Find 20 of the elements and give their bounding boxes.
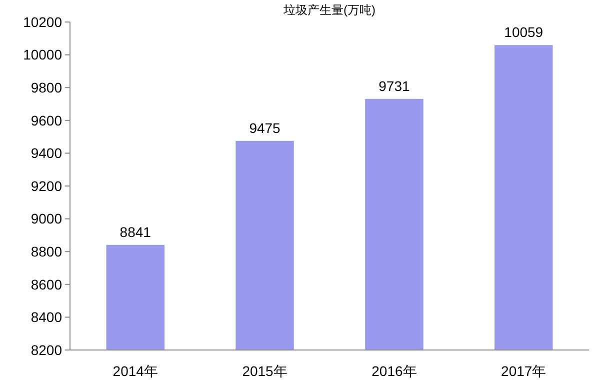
data-label: 8841 — [120, 224, 152, 240]
y-tick-label: 8600 — [30, 276, 62, 292]
y-tick-label: 8800 — [30, 244, 62, 260]
y-tick-label: 10000 — [23, 46, 62, 63]
y-tick-label: 9600 — [30, 112, 62, 128]
y-tick-label: 10200 — [23, 14, 62, 30]
y-tick-label: 9000 — [30, 210, 62, 227]
data-label: 10059 — [504, 24, 544, 40]
y-tick-label: 8200 — [30, 342, 62, 358]
data-label: 9475 — [249, 120, 281, 136]
chart-title: 垃圾产生量(万吨) — [282, 3, 376, 17]
x-tick-label: 2014年 — [112, 363, 158, 379]
x-tick-label: 2015年 — [242, 363, 288, 379]
x-tick-label: 2017年 — [501, 363, 546, 379]
data-label: 9731 — [378, 78, 410, 94]
x-tick-label: 2016年 — [372, 363, 417, 379]
y-tick-label: 9400 — [30, 145, 62, 162]
y-tick-label: 9800 — [30, 80, 62, 96]
y-tick-label: 8400 — [30, 309, 62, 326]
y-tick-label: 9200 — [30, 178, 62, 194]
